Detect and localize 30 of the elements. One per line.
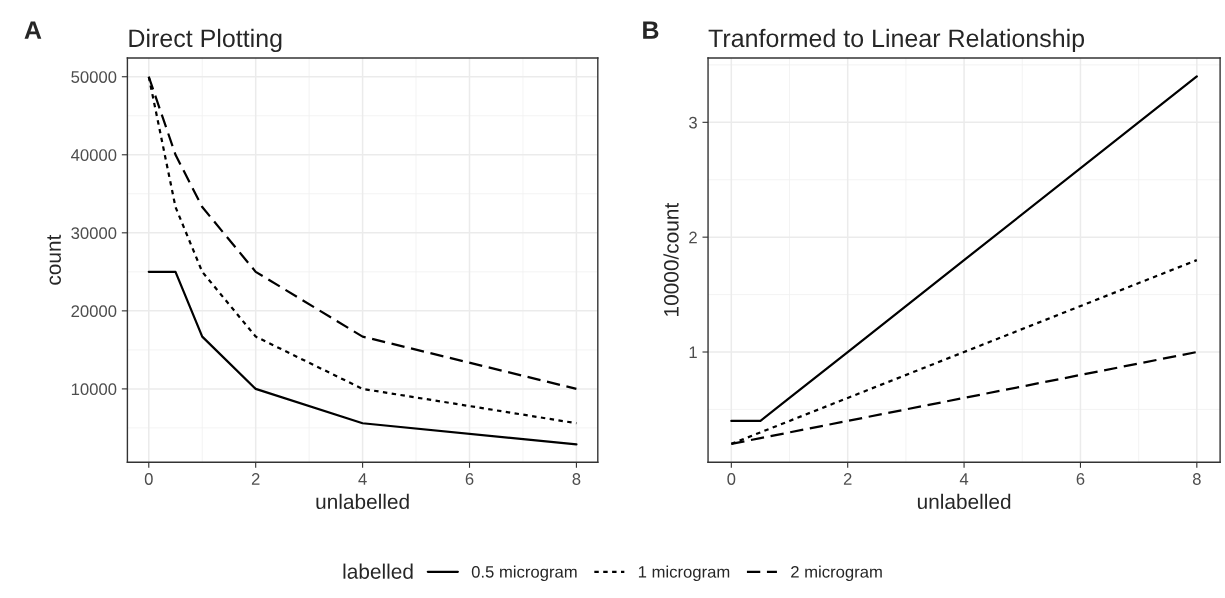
legend-label: 2 microgram — [791, 565, 882, 582]
legend-label: 0.5 microgram — [471, 565, 577, 582]
y-tick-label: 10000 — [71, 383, 117, 396]
y-axis-title: count — [47, 234, 61, 285]
x-tick-label: 8 — [1192, 473, 1201, 485]
y-tick-label: 50000 — [71, 71, 117, 83]
x-tick-label: 2 — [843, 473, 852, 485]
x-axis-title: unlabelled — [316, 493, 409, 510]
y-tick-label: 3 — [689, 116, 697, 129]
chart-title: Tranformed to Linear Relationship — [708, 28, 1085, 53]
x-tick-label: 0 — [727, 473, 736, 485]
chart-title: Direct Plotting — [129, 28, 282, 53]
x-tick-label: 6 — [1076, 473, 1085, 485]
y-tick-label: 2 — [689, 231, 697, 244]
y-tick-label: 30000 — [71, 227, 117, 240]
text: B — [643, 21, 659, 39]
x-tick-label: 4 — [959, 473, 969, 485]
y-tick-label: 1 — [689, 346, 697, 359]
legend-title: labelled — [343, 563, 413, 579]
y-axis-title: 10000/count — [663, 202, 679, 316]
x-tick-label: 2 — [251, 473, 260, 485]
x-tick-label: 8 — [572, 473, 581, 485]
x-tick-label: 6 — [465, 473, 474, 485]
text: A — [24, 21, 42, 39]
legend-label: 1 microgram — [638, 565, 730, 582]
x-tick-label: 0 — [144, 473, 153, 485]
x-tick-label: 4 — [358, 473, 367, 485]
y-tick-label: 20000 — [71, 305, 117, 318]
x-axis-title: unlabelled — [917, 493, 1011, 510]
y-tick-label: 40000 — [71, 149, 117, 161]
